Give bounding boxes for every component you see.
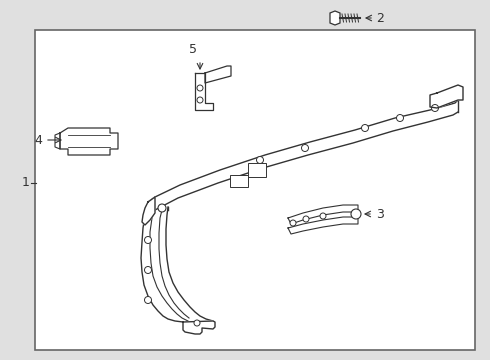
Circle shape: [158, 204, 166, 212]
Polygon shape: [60, 128, 118, 155]
Circle shape: [194, 320, 200, 326]
Polygon shape: [330, 11, 340, 25]
Bar: [230, 175, 248, 187]
Polygon shape: [205, 66, 231, 83]
Circle shape: [197, 97, 203, 103]
Text: 1: 1: [22, 176, 30, 189]
Bar: [248, 163, 266, 177]
Text: 3: 3: [376, 207, 384, 220]
Circle shape: [145, 297, 151, 303]
Text: 5: 5: [189, 43, 197, 56]
Polygon shape: [183, 321, 215, 334]
Circle shape: [290, 220, 296, 226]
Circle shape: [145, 237, 151, 243]
Text: 2: 2: [376, 12, 384, 24]
Circle shape: [396, 114, 403, 122]
Polygon shape: [142, 197, 155, 225]
Polygon shape: [288, 217, 358, 234]
Polygon shape: [55, 133, 60, 149]
Circle shape: [256, 157, 264, 163]
Polygon shape: [195, 73, 213, 110]
Circle shape: [351, 209, 361, 219]
Polygon shape: [288, 205, 358, 224]
Circle shape: [145, 266, 151, 274]
Circle shape: [320, 213, 326, 219]
Circle shape: [197, 85, 203, 91]
Circle shape: [362, 125, 368, 131]
Circle shape: [301, 144, 309, 152]
Circle shape: [303, 216, 309, 222]
Text: 4: 4: [34, 134, 42, 147]
Bar: [35, 30, 475, 350]
Circle shape: [432, 104, 439, 112]
Polygon shape: [430, 85, 463, 108]
